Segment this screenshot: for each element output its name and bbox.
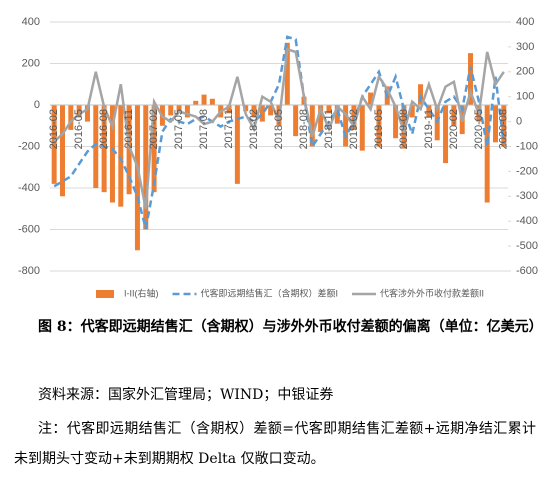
y-tick-label: -400 [18,182,40,194]
bar [151,105,157,193]
bar [93,105,99,188]
x-tick-label: 2019-05 [373,109,385,149]
figure-caption: 图 8：代客即远期结售汇（含期权）与涉外外币收付差额的偏离（单位：亿美元） [38,319,543,335]
y-tick-label: -200 [18,140,40,152]
bar [234,105,240,184]
y2-tick-label: -600 [516,265,538,277]
bar [209,98,215,105]
x-tick-label: 2018-05 [273,109,285,149]
bar [76,105,82,118]
bar [393,105,399,139]
y-tick-label: 0 [34,99,40,111]
bar [343,105,349,147]
bar [101,105,107,193]
bar [184,105,190,118]
bar [268,105,274,116]
x-tick-label: 2019-08 [398,109,410,149]
bar [309,105,315,147]
legend-label: I-II(右轴) [124,287,159,298]
bar [193,100,199,105]
x-tick-label: 2019-11 [423,109,435,149]
bar [168,105,174,116]
footnote: 注：代客即远期结售汇（含期权）差额=代客即期结售汇差额+远期净结汇累计未到期头寸… [14,421,536,467]
source-note: 资料来源：国家外汇管理局；WIND；中银证券 [38,387,334,403]
x-tick-label: 2019-02 [348,109,360,149]
x-tick-label: 2016-11 [123,109,135,149]
bar [368,92,374,105]
bar [251,105,257,118]
y2-tick-label: -300 [516,190,538,202]
y-tick-label: 200 [22,57,40,69]
x-tick-label: 2020-05 [473,109,485,149]
x-tick-label: 2018-02 [248,109,260,149]
y2-tick-label: 100 [516,91,534,103]
y-tick-label: 400 [22,16,40,28]
bar [443,105,449,164]
y2-tick-label: -400 [516,215,538,227]
bar [451,105,457,126]
bar [501,105,507,147]
bar [493,105,499,143]
bar [51,105,57,184]
x-tick-label: 2020-08 [498,109,510,149]
y2-tick-label: 400 [516,16,534,28]
x-tick-label: 2018-08 [298,109,310,149]
x-tick-label: 2017-08 [198,109,210,149]
x-tick-label: 2016-08 [98,109,110,149]
y2-tick-label: 0 [516,116,522,128]
bar [109,105,115,203]
bar [318,105,324,132]
x-tick-label: 2016-05 [73,109,85,149]
y2-tick-label: -200 [516,165,538,177]
line [53,47,505,210]
dashed-line [53,35,506,230]
x-tick-label: 2016-02 [48,109,60,149]
bar [293,105,299,137]
bar [351,105,357,130]
y2-tick-label: -500 [516,240,538,252]
bar [484,105,490,203]
bar [409,105,415,118]
legend-swatch [96,290,114,298]
chart: -800 -600 -400 -200 0 200 400 -600 -500 -400 -300 -… [18,16,538,298]
bar [201,94,207,105]
x-tick-label: 2017-11 [223,109,235,149]
legend-label: 代客即远期结售汇（含期权）差额I [201,287,339,298]
bar [468,53,474,105]
legend-label: 代客涉外外币收付款差额II [380,287,484,298]
bar [59,105,65,197]
bar [376,105,382,147]
bar [68,105,74,130]
x-tick-label: 2017-05 [173,109,185,149]
bar [334,105,340,124]
y-tick-label: -600 [18,223,40,235]
y-tick-label: -800 [18,265,40,277]
bar [143,105,149,230]
bar [259,105,265,122]
bar [176,105,182,114]
y2-tick-label: 200 [516,66,534,78]
bar [359,105,365,151]
x-tick-label: 2018-11 [323,109,335,149]
bar [134,105,140,251]
bar [226,105,232,114]
bar [426,105,432,118]
bar [243,105,249,112]
x-tick-label: 2017-02 [148,109,160,149]
y2-tick-label: 300 [516,41,534,53]
x-tick-label: 2020-02 [448,109,460,149]
bar [84,105,90,122]
bar [118,105,124,207]
bar [326,105,332,114]
bar [284,42,290,105]
bar [401,105,407,149]
y2-tick-label: -100 [516,140,538,152]
